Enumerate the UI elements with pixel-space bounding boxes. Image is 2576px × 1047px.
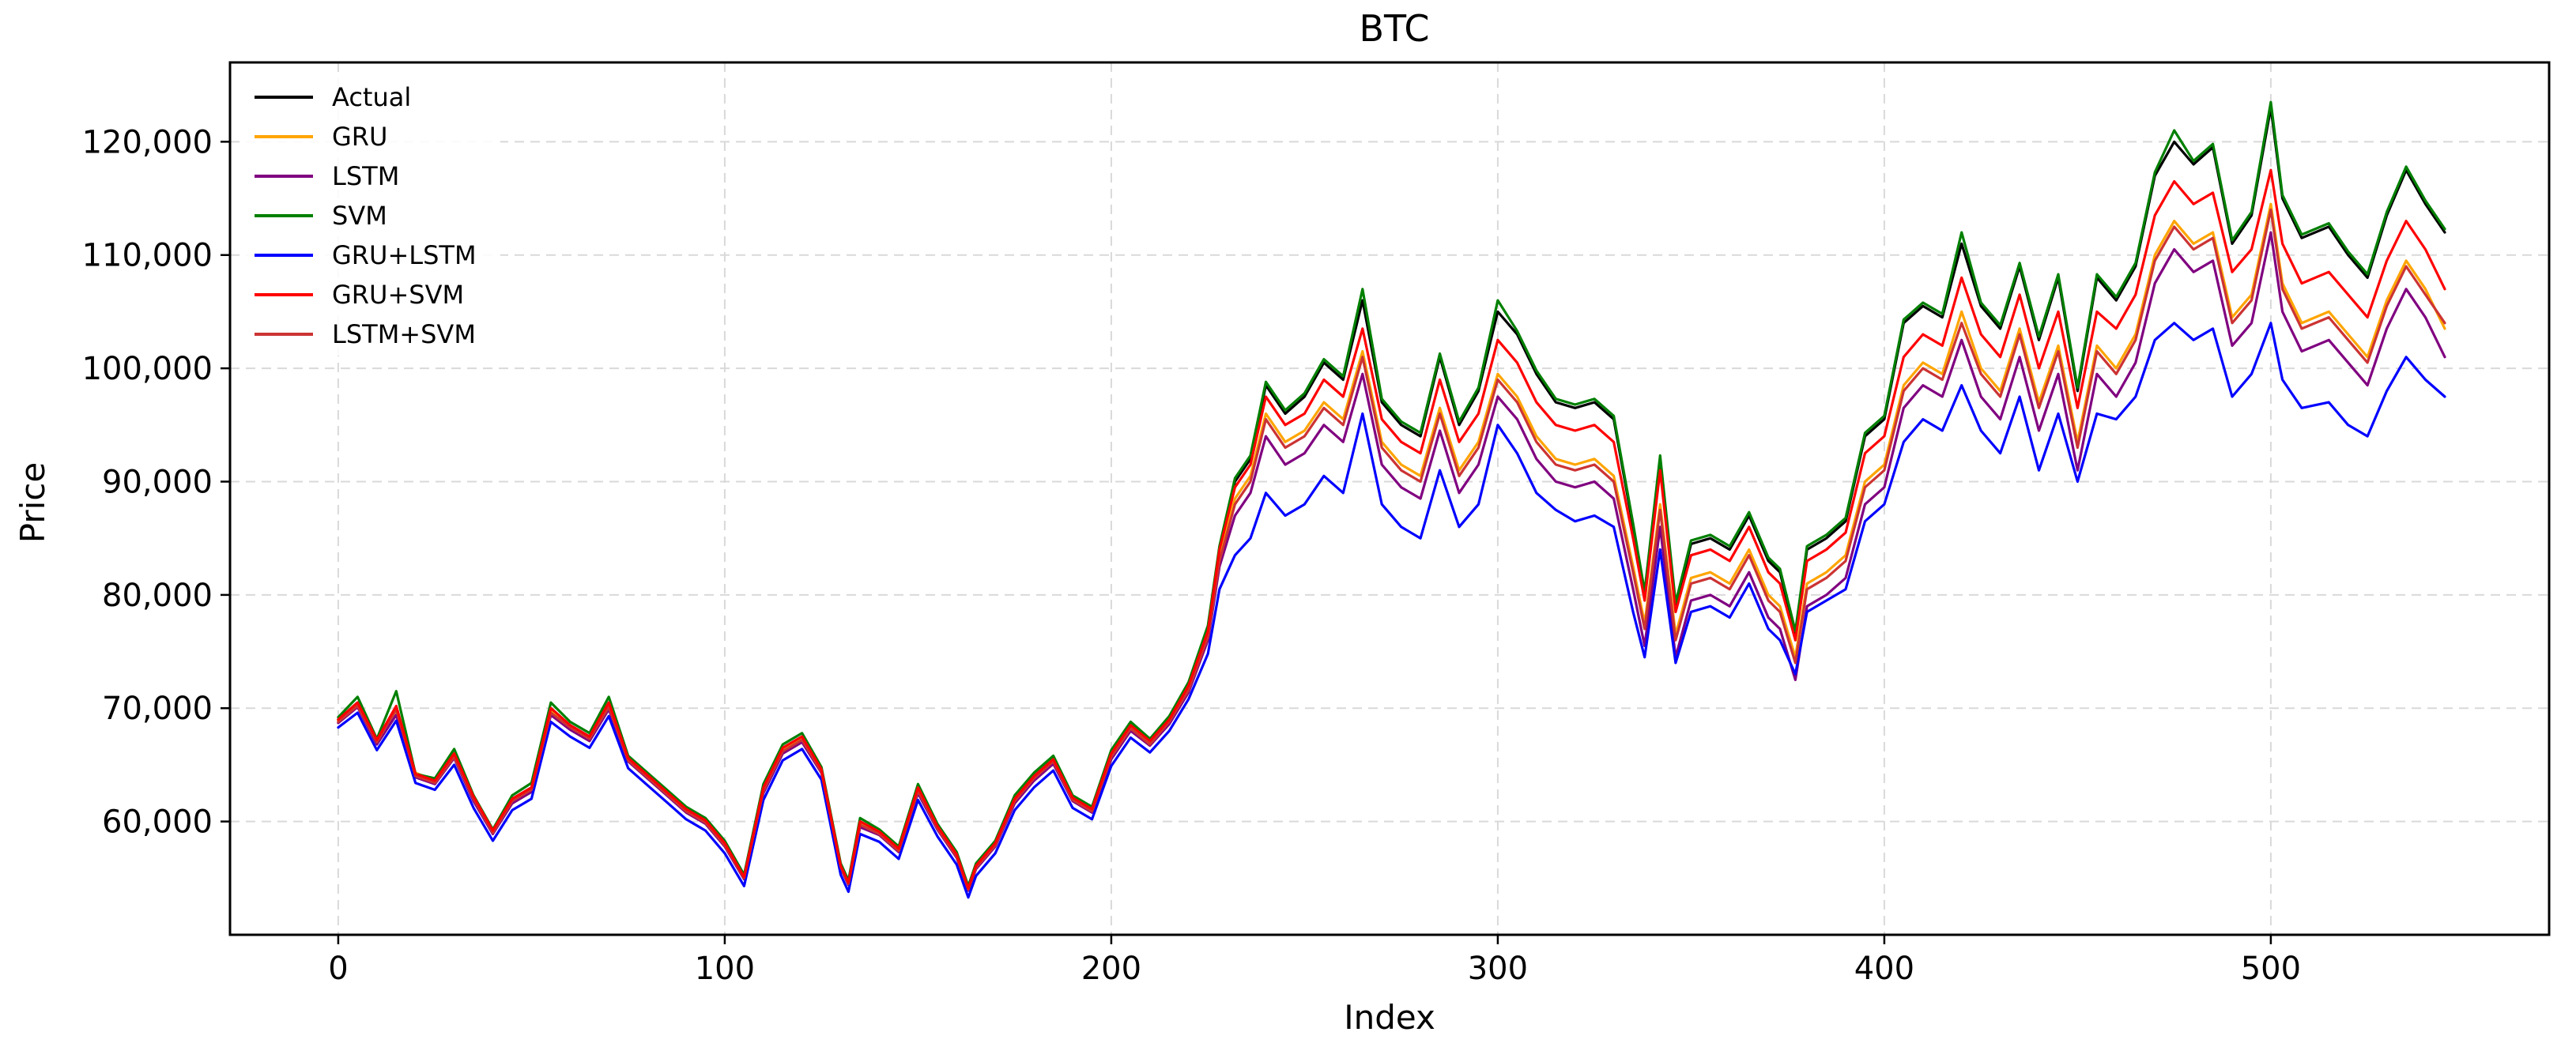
axis-ticks: 0 100 200 300 400 500 60,000 70,000 80,000 90,000… [82,124,2302,987]
series-line-gru-svm [337,168,2446,890]
y-tick-label: 80,000 [102,578,213,614]
y-tick-label: 110,000 [82,238,213,274]
series-line-actual [337,106,2446,891]
x-tick-label: 200 [1081,951,1141,987]
y-tick-label: 100,000 [82,351,213,387]
legend-label: GRU [332,122,387,152]
legend-label: LSTM [332,161,399,191]
grid [230,62,2549,935]
series-line-svm [337,100,2446,887]
legend-label: Actual [332,82,411,112]
x-tick-label: 400 [1854,951,1914,987]
x-tick-label: 0 [328,951,348,987]
legend-label: GRU+SVM [332,280,464,310]
y-tick-label: 120,000 [82,124,213,160]
legend-label: SVM [332,201,387,231]
y-tick-label: 70,000 [102,691,213,727]
x-tick-label: 100 [695,951,755,987]
y-axis-label: Price [13,462,52,543]
plot-frame [228,61,2551,936]
x-tick-label: 300 [1468,951,1528,987]
chart-title: BTC [1359,7,1429,50]
y-tick-label: 90,000 [102,464,213,500]
legend-label: LSTM+SVM [332,319,476,349]
legend-label: GRU+LSTM [332,240,477,270]
series-line-gru-lstm [337,322,2446,899]
x-axis-label: Index [1344,998,1435,1037]
y-tick-label: 60,000 [102,804,213,841]
legend: Actual GRU LSTM SVM GRU+LSTM GRU+SVM LSTM+SVM [239,73,500,356]
series-lines [337,100,2446,899]
series-line-lstm-svm [337,208,2446,891]
x-tick-label: 500 [2241,951,2301,987]
